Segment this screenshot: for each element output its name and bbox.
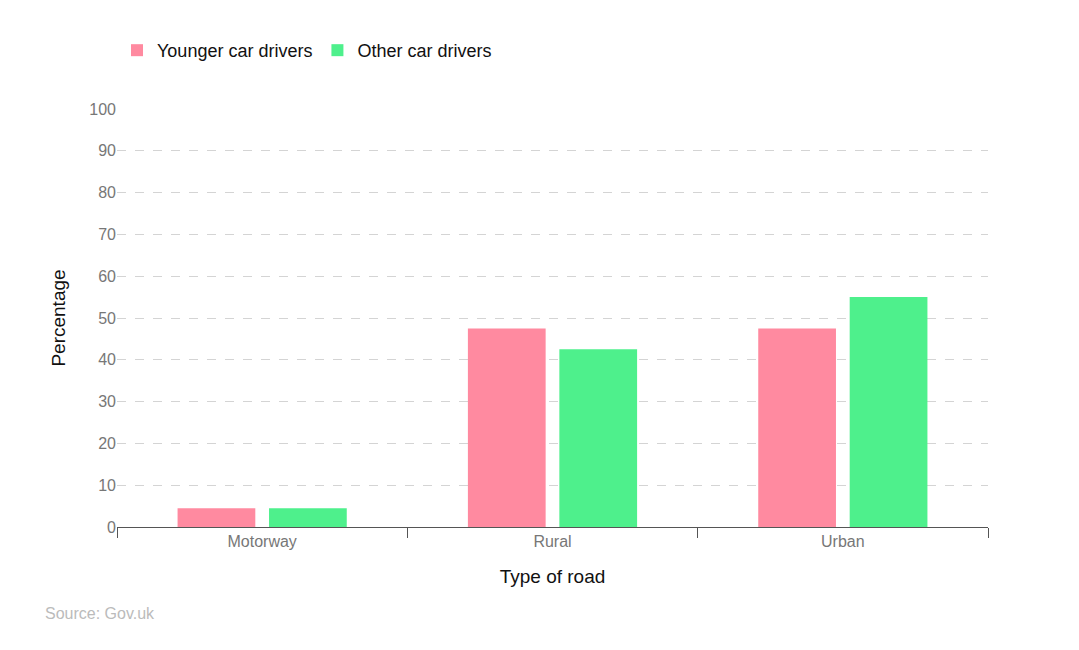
svg-text:Rural: Rural xyxy=(533,533,571,550)
svg-text:Younger car drivers: Younger car drivers xyxy=(157,41,312,61)
svg-text:70: 70 xyxy=(98,226,116,243)
svg-text:Percentage: Percentage xyxy=(48,269,69,366)
svg-text:10: 10 xyxy=(98,477,116,494)
svg-text:0: 0 xyxy=(107,519,116,536)
svg-text:Other car drivers: Other car drivers xyxy=(357,41,491,61)
svg-text:30: 30 xyxy=(98,393,116,410)
svg-text:Motorway: Motorway xyxy=(227,533,296,550)
svg-text:Type of road: Type of road xyxy=(500,566,606,587)
svg-text:Urban: Urban xyxy=(821,533,865,550)
svg-text:100: 100 xyxy=(89,101,116,118)
svg-text:40: 40 xyxy=(98,351,116,368)
svg-text:50: 50 xyxy=(98,310,116,327)
svg-text:90: 90 xyxy=(98,142,116,159)
svg-text:20: 20 xyxy=(98,435,116,452)
svg-text:Source: Gov.uk: Source: Gov.uk xyxy=(45,605,155,622)
svg-text:60: 60 xyxy=(98,268,116,285)
svg-text:80: 80 xyxy=(98,184,116,201)
